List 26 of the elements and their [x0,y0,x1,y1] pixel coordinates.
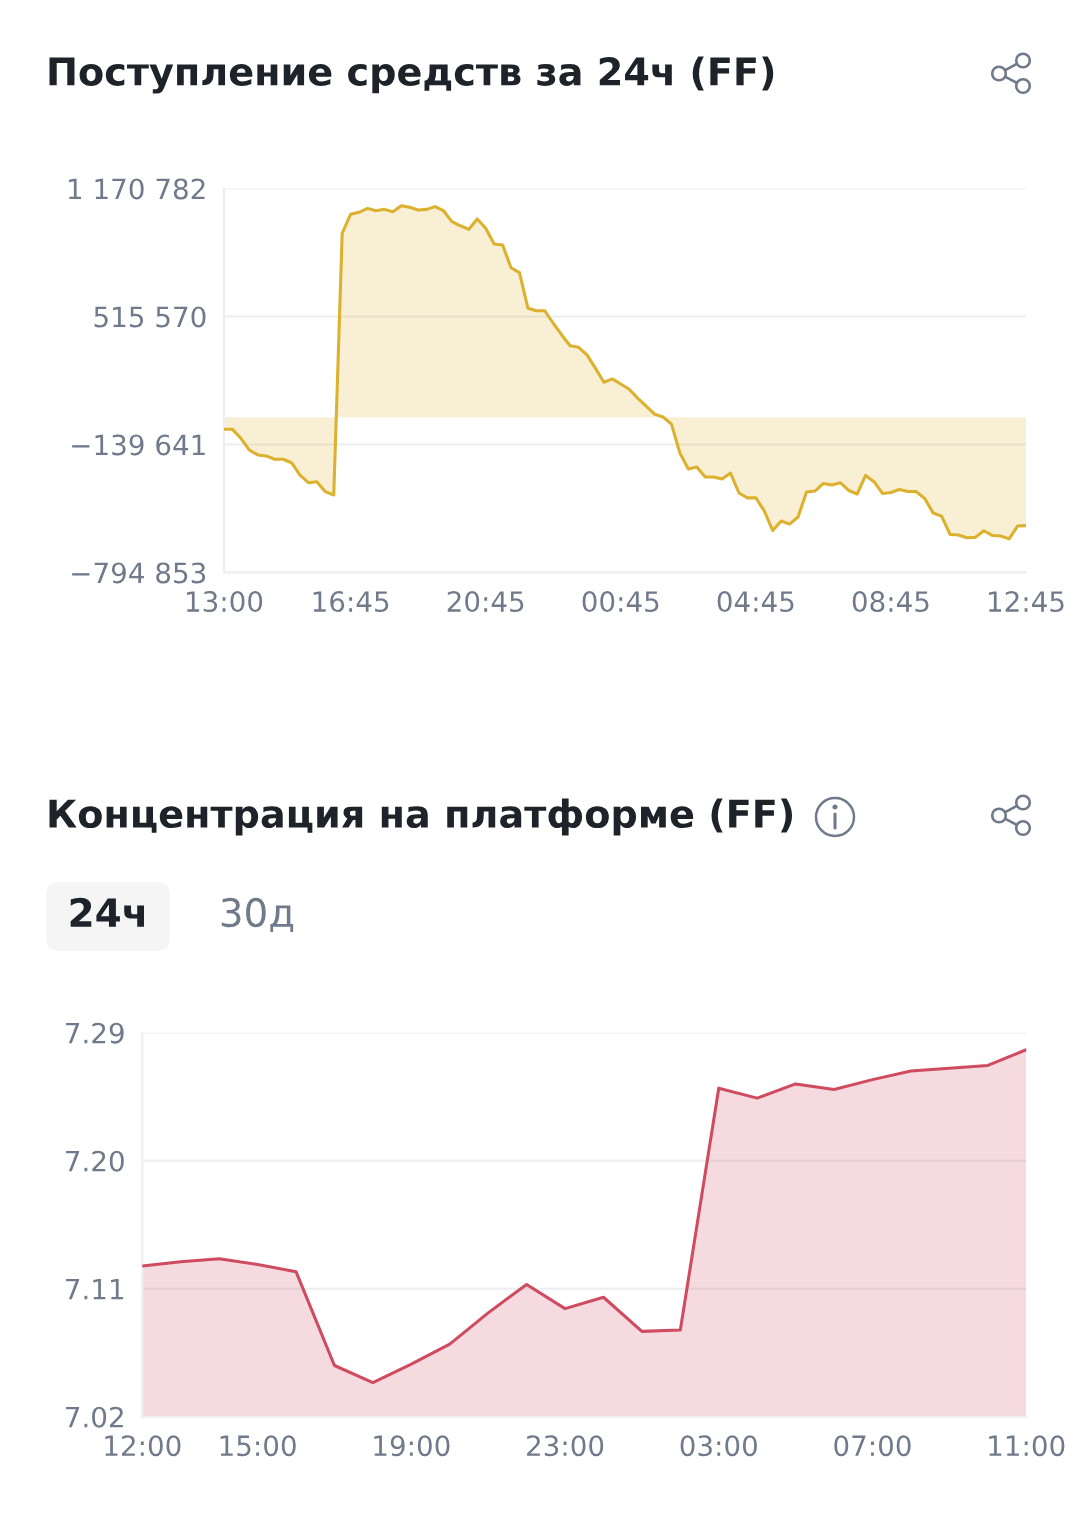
y-tick-label: 7.02 [66,1406,123,1428]
x-tick-label: 12:00 [105,1435,181,1457]
chart-title: Концентрация на платформе (FF) [49,798,793,836]
x-tick-label: 07:00 [834,1435,911,1457]
x-tick-label: 13:00 [187,591,263,613]
x-tick-label: 08:45 [852,591,929,613]
x-tick-label: 16:45 [313,591,389,613]
y-tick-label: 515 570 [94,306,206,328]
text: 30д [221,897,294,933]
x-tick-label: 15:00 [220,1435,296,1457]
y-tick-label: 1 170 782 [69,178,205,200]
x-tick-label: 12:45 [989,591,1064,613]
x-tick-label: 03:00 [680,1435,757,1457]
x-tick-label: 23:00 [527,1435,604,1457]
x-tick-label: 04:45 [717,591,794,613]
x-tick-label: 19:00 [374,1435,450,1457]
y-tick-label: 7.29 [66,1022,124,1044]
x-tick-label: 00:45 [582,591,659,613]
text: 24ч [70,897,144,927]
x-tick-label: 20:45 [447,591,524,613]
y-tick-label: 7.11 [66,1279,124,1300]
y-tick-label: 7.20 [66,1150,124,1172]
y-tick-label: −139 641 [72,434,205,456]
x-tick-label: 11:00 [989,1435,1065,1457]
chart-title: Поступление средств за 24ч (FF) [49,56,774,94]
y-tick-label: −794 853 [72,562,206,584]
